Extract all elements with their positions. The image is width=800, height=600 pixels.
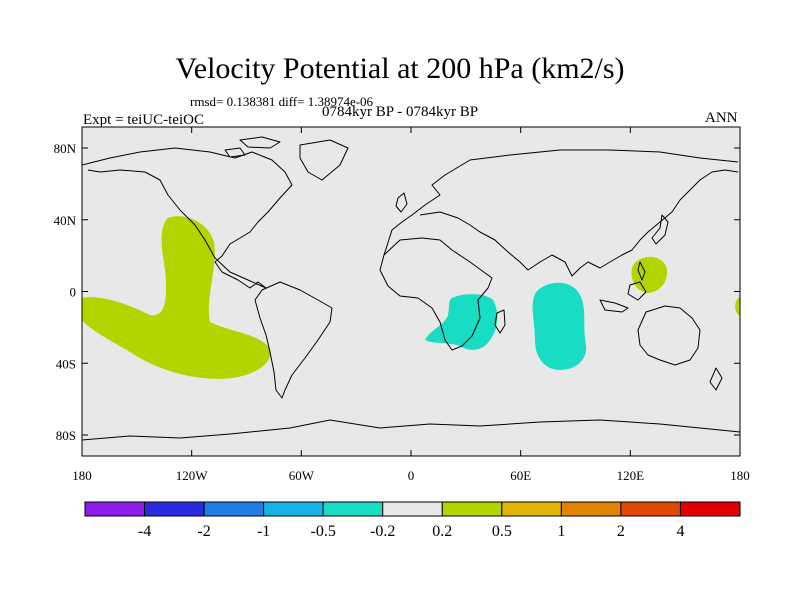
- lon-tick-label: 120E: [617, 468, 645, 483]
- stats-label: rmsd= 0.138381 diff= 1.38974e-06: [190, 94, 374, 109]
- axis-ticks: [81, 127, 741, 456]
- colorbar-swatch: [203, 501, 265, 517]
- colorbar-swatch: [322, 501, 384, 517]
- lat-tick-label: 40S: [56, 356, 76, 371]
- colorbar-swatch: [84, 501, 146, 517]
- colorbar-swatch: [501, 501, 562, 517]
- lon-tick-label: 60E: [510, 468, 531, 483]
- plot-title: Velocity Potential at 200 hPa (km2/s): [175, 52, 625, 85]
- lon-tick-label: 0: [408, 468, 415, 483]
- colorbar-label: -4: [138, 523, 151, 540]
- lat-tick-label: 80S: [56, 428, 76, 443]
- lat-tick-label: 80N: [54, 141, 77, 156]
- colorbar-swatch: [560, 501, 622, 517]
- west-pacific-positive-region: [631, 256, 668, 293]
- colorbar-swatch: [679, 501, 741, 517]
- period-label: 0784kyr BP - 0784kyr BP: [322, 104, 479, 120]
- colorbar-label: 2: [617, 523, 625, 540]
- axis-tick-labels: 80N 40N 0 40S 80S 180 120W 60W 0 60E 120E 180: [54, 141, 750, 483]
- colorbar-swatch: [144, 501, 205, 517]
- coastlines: [82, 136, 740, 441]
- colorbar-swatch: [620, 501, 681, 517]
- lon-tick-label: 60W: [289, 468, 315, 483]
- lon-tick-label: 180: [730, 468, 750, 483]
- colorbar-label: 0.5: [492, 523, 512, 540]
- lat-tick-label: 0: [70, 285, 77, 300]
- east-pacific-positive-region: [82, 216, 271, 379]
- lat-tick-label: 40N: [54, 213, 77, 228]
- colorbar-label: 0.2: [432, 523, 452, 540]
- lon-tick-label: 180: [72, 468, 92, 483]
- season-label: ANN: [705, 110, 738, 126]
- colorbar-swatch: [382, 501, 443, 517]
- colorbar-label: -1: [257, 523, 270, 540]
- colorbar-label: 1: [557, 523, 565, 540]
- lon-tick-label: 120W: [176, 468, 209, 483]
- colorbar-label: -2: [197, 523, 210, 540]
- colorbar-label: 4: [676, 523, 684, 540]
- colorbar: [84, 501, 741, 517]
- experiment-label: Expt = teiUC-teiOC: [83, 112, 204, 128]
- dateline-positive-region: [735, 297, 740, 316]
- indian-ocean-negative-region: [532, 282, 587, 370]
- colorbar-swatch: [441, 501, 503, 517]
- colorbar-label: -0.2: [370, 523, 395, 540]
- colorbar-labels: -4 -2 -1 -0.5 -0.2 0.2 0.5 1 2 4: [138, 523, 685, 540]
- colorbar-swatch: [263, 501, 324, 517]
- colorbar-label: -0.5: [311, 523, 336, 540]
